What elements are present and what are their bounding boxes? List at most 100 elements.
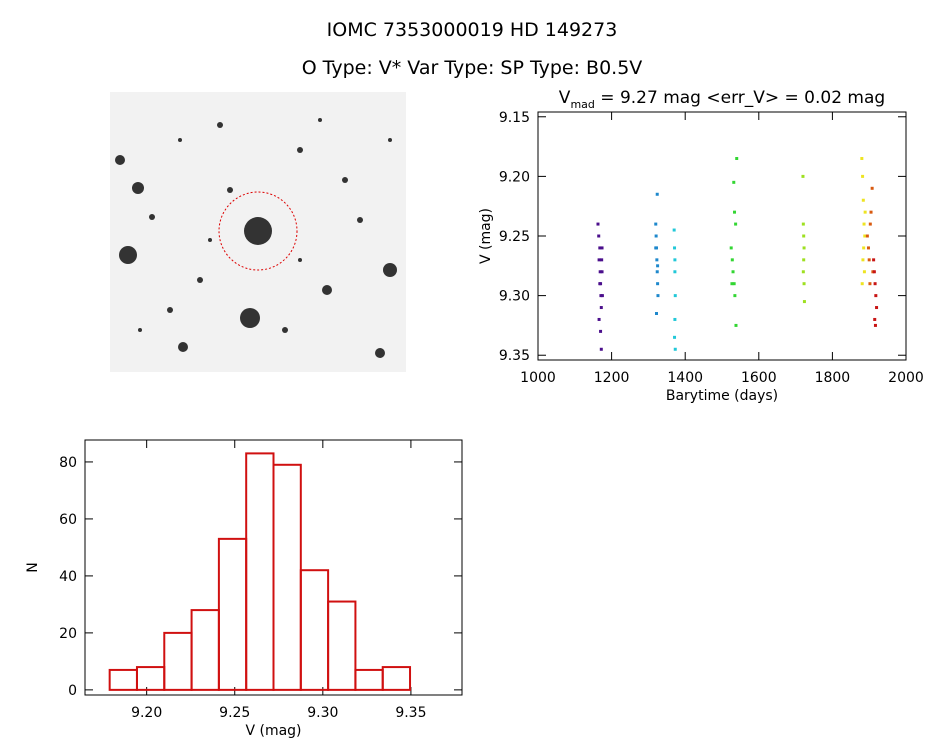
y-tick-label: 9.25: [499, 229, 530, 245]
data-point: [598, 246, 602, 250]
data-point: [733, 210, 737, 214]
y-tick-label: 9.15: [499, 110, 530, 126]
data-point: [861, 198, 865, 202]
x-tick-label: 1000: [520, 370, 556, 386]
data-point: [600, 246, 604, 250]
data-point: [865, 234, 869, 238]
histogram-bar: [299, 569, 330, 691]
x-tick-label: 1600: [741, 370, 777, 386]
data-point: [863, 234, 867, 238]
data-point: [866, 246, 870, 250]
data-point: [862, 246, 866, 250]
data-point: [673, 246, 677, 250]
data-point: [861, 174, 865, 178]
chart-title-main: V: [559, 88, 571, 108]
data-point: [673, 294, 677, 298]
histogram-bar: [163, 631, 193, 691]
chart-title-rest: = 9.27 mag <err_V> = 0.02 mag: [595, 88, 885, 108]
data-point: [860, 282, 864, 286]
axes-frame: [537, 111, 907, 361]
data-point: [673, 347, 677, 351]
data-point: [875, 306, 879, 310]
data-point: [802, 300, 806, 304]
data-point: [654, 222, 658, 226]
data-point: [729, 246, 733, 250]
x-tick-label: 9.35: [395, 705, 426, 721]
histogram-bar: [245, 452, 275, 691]
histogram-bar: [135, 666, 166, 691]
data-point: [654, 312, 658, 315]
data-point: [597, 234, 601, 238]
x-axis-label: Barytime (days): [666, 388, 778, 404]
data-point: [730, 282, 734, 286]
data-point: [597, 317, 601, 321]
data-point: [862, 270, 866, 274]
data-point: [598, 282, 602, 286]
data-point: [801, 222, 805, 226]
data-point: [731, 270, 735, 274]
data-point: [596, 222, 600, 226]
x-tick-label: 1800: [815, 370, 851, 386]
data-point: [732, 180, 736, 184]
data-point: [656, 264, 660, 268]
data-point: [872, 258, 876, 262]
data-point: [655, 192, 659, 196]
page-subtitle: O Type: V* Var Type: SP Type: B0.5V: [302, 57, 643, 79]
data-point: [654, 246, 658, 250]
histogram-bar: [354, 668, 384, 691]
data-point: [734, 222, 738, 226]
data-point: [654, 234, 658, 238]
data-point: [598, 270, 602, 274]
data-point: [600, 270, 604, 274]
data-point: [655, 258, 659, 262]
data-point: [730, 258, 734, 262]
data-point: [861, 258, 865, 262]
page-title: IOMC 7353000019 HD 149273: [327, 19, 618, 41]
data-point: [734, 323, 738, 327]
aperture: [218, 191, 298, 271]
data-point: [802, 246, 806, 250]
data-point: [600, 294, 604, 298]
data-point: [599, 306, 603, 310]
data-point: [597, 258, 601, 262]
data-point: [868, 222, 872, 226]
histogram-bar: [108, 668, 138, 691]
y-tick-label: 9.35: [499, 348, 530, 364]
x-tick-label: 1200: [594, 370, 630, 386]
x-tick-label: 9.20: [131, 705, 162, 721]
chart-title-subscript: mad: [570, 98, 594, 111]
x-tick-label: 1400: [667, 370, 703, 386]
data-point: [732, 282, 736, 286]
star-image: [110, 92, 406, 372]
data-point: [656, 294, 660, 298]
data-point: [802, 258, 806, 262]
x-tick-label: 9.30: [307, 705, 338, 721]
data-point: [802, 282, 806, 286]
histogram-bar: [381, 666, 412, 691]
x-axis-label: V (mag): [245, 723, 301, 739]
data-point: [874, 294, 878, 298]
histogram-bar: [190, 609, 220, 691]
data-point: [801, 174, 805, 178]
data-point: [870, 186, 874, 190]
data-point: [863, 210, 867, 214]
data-point: [862, 222, 866, 226]
y-tick-label: 0: [68, 683, 77, 699]
data-point: [673, 335, 677, 339]
x-tick-label: 2000: [888, 370, 924, 386]
data-point: [873, 317, 877, 321]
data-point: [860, 157, 864, 160]
data-point: [600, 258, 604, 262]
data-point: [873, 282, 877, 286]
data-point: [873, 323, 877, 327]
data-point: [733, 294, 737, 298]
data-point: [867, 258, 871, 262]
data-point: [801, 270, 805, 274]
data-point: [735, 157, 739, 160]
histogram-bar: [272, 463, 302, 691]
y-tick-label: 9.30: [499, 289, 530, 305]
axes-frame: [84, 439, 463, 696]
data-point: [802, 234, 806, 238]
histogram-bar: [217, 537, 248, 691]
